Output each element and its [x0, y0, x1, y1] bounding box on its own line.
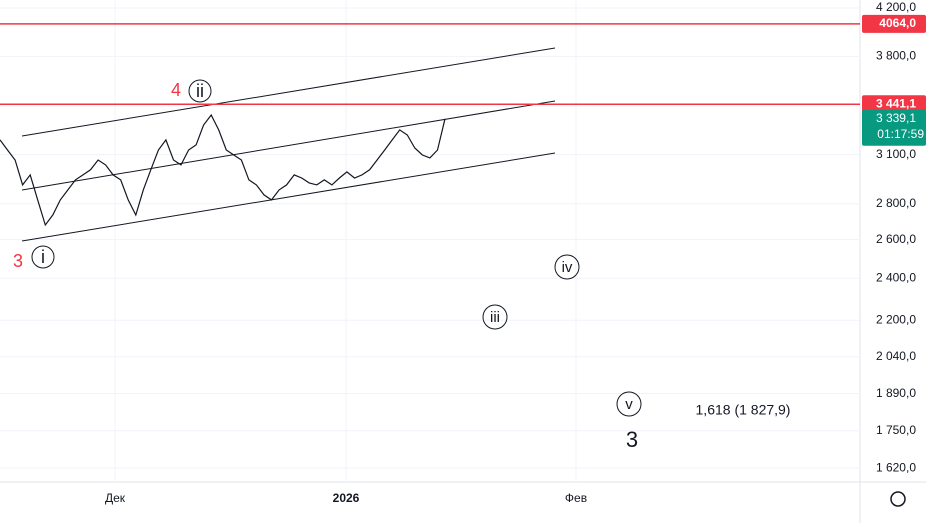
wave-circle [554, 254, 580, 280]
fib-label: 1,618 (1 827,9) [696, 402, 791, 418]
y-tick-label: 2 200,0 [876, 312, 916, 326]
price-tag [862, 14, 926, 33]
wave-circle [482, 304, 508, 330]
wave-label: 3 [626, 427, 638, 452]
y-tick-label: 1 750,0 [876, 423, 916, 437]
countdown: 01:17:59 [877, 127, 924, 141]
y-tick-label: 2 400,0 [876, 270, 916, 284]
wave-label: i [41, 247, 45, 267]
wave-circle [616, 391, 642, 417]
last-price-label: 3 339,1 [876, 111, 916, 125]
y-tick-label: 4 200,0 [876, 0, 916, 14]
x-tick-label: Фев [565, 491, 587, 505]
y-tick-label: 2 040,0 [876, 349, 916, 363]
price-tag-label: 3 441,1 [876, 96, 916, 110]
wave-label: 3 [13, 251, 23, 271]
wave-circle [31, 245, 55, 269]
y-tick-label: 2 600,0 [876, 232, 916, 246]
wave-circle [188, 79, 212, 103]
wave-label: iv [562, 259, 573, 276]
x-tick-label: 2026 [333, 491, 360, 505]
wave-label: ii [196, 81, 204, 101]
wave-label: v [625, 396, 633, 413]
channel-line [21, 152, 556, 242]
y-tick-label: 3 100,0 [876, 147, 916, 161]
channel-line [21, 100, 556, 191]
y-tick-label: 2 800,0 [876, 196, 916, 210]
wave-label: iii [490, 309, 500, 326]
price-tag-label: 4064,0 [879, 16, 916, 30]
y-tick-label: 1 620,0 [876, 460, 916, 474]
last-price-tag [862, 109, 926, 146]
price-line [0, 113, 446, 227]
price-tag [862, 95, 926, 114]
grid [0, 0, 860, 482]
x-tick-label: Дек [105, 491, 126, 505]
channel-line [21, 47, 556, 137]
y-tick-label: 1 890,0 [876, 386, 916, 400]
wave-label: 4 [171, 80, 181, 100]
channel [21, 47, 556, 242]
y-tick-label: 3 800,0 [876, 48, 916, 62]
plot [0, 113, 446, 227]
settings-button[interactable] [890, 491, 906, 507]
